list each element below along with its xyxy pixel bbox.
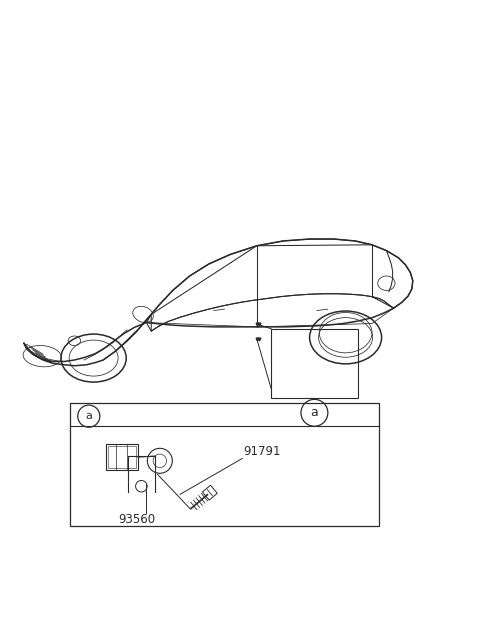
Bar [70, 403, 379, 525]
Bar [271, 329, 358, 398]
Bar [203, 485, 217, 500]
Text: 91791: 91791 [243, 445, 280, 457]
Text: 93560: 93560 [118, 513, 156, 526]
Text: a: a [311, 406, 318, 419]
Bar [108, 446, 136, 469]
Text: a: a [85, 411, 92, 421]
Bar [106, 444, 138, 470]
